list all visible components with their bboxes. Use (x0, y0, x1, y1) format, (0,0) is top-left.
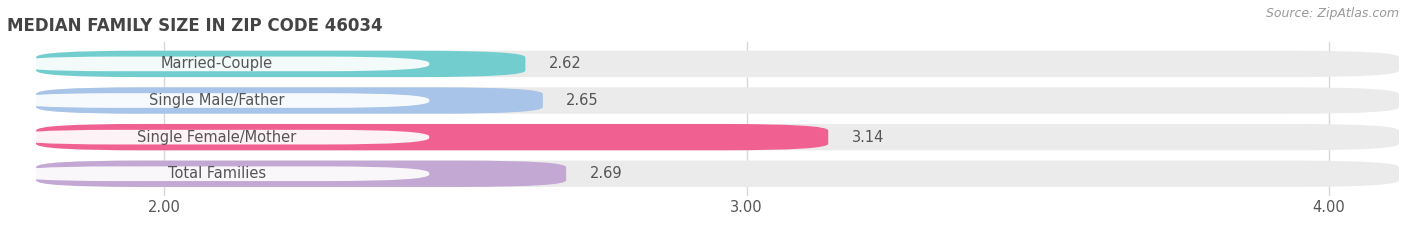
Text: 2.65: 2.65 (567, 93, 599, 108)
FancyBboxPatch shape (10, 130, 429, 144)
FancyBboxPatch shape (10, 93, 429, 108)
FancyBboxPatch shape (37, 161, 567, 187)
Text: Source: ZipAtlas.com: Source: ZipAtlas.com (1265, 7, 1399, 20)
Text: Single Female/Mother: Single Female/Mother (136, 130, 297, 145)
FancyBboxPatch shape (37, 124, 828, 150)
FancyBboxPatch shape (10, 57, 429, 71)
Text: 3.14: 3.14 (852, 130, 884, 145)
FancyBboxPatch shape (37, 161, 1399, 187)
Text: MEDIAN FAMILY SIZE IN ZIP CODE 46034: MEDIAN FAMILY SIZE IN ZIP CODE 46034 (7, 17, 382, 35)
FancyBboxPatch shape (37, 51, 1399, 77)
Text: Single Male/Father: Single Male/Father (149, 93, 284, 108)
FancyBboxPatch shape (37, 87, 543, 114)
Text: Married-Couple: Married-Couple (160, 56, 273, 71)
Text: 2.62: 2.62 (548, 56, 582, 71)
FancyBboxPatch shape (37, 51, 526, 77)
FancyBboxPatch shape (37, 124, 1399, 150)
FancyBboxPatch shape (37, 87, 1399, 114)
Text: 2.69: 2.69 (589, 166, 621, 181)
Text: Total Families: Total Families (167, 166, 266, 181)
FancyBboxPatch shape (10, 166, 429, 181)
